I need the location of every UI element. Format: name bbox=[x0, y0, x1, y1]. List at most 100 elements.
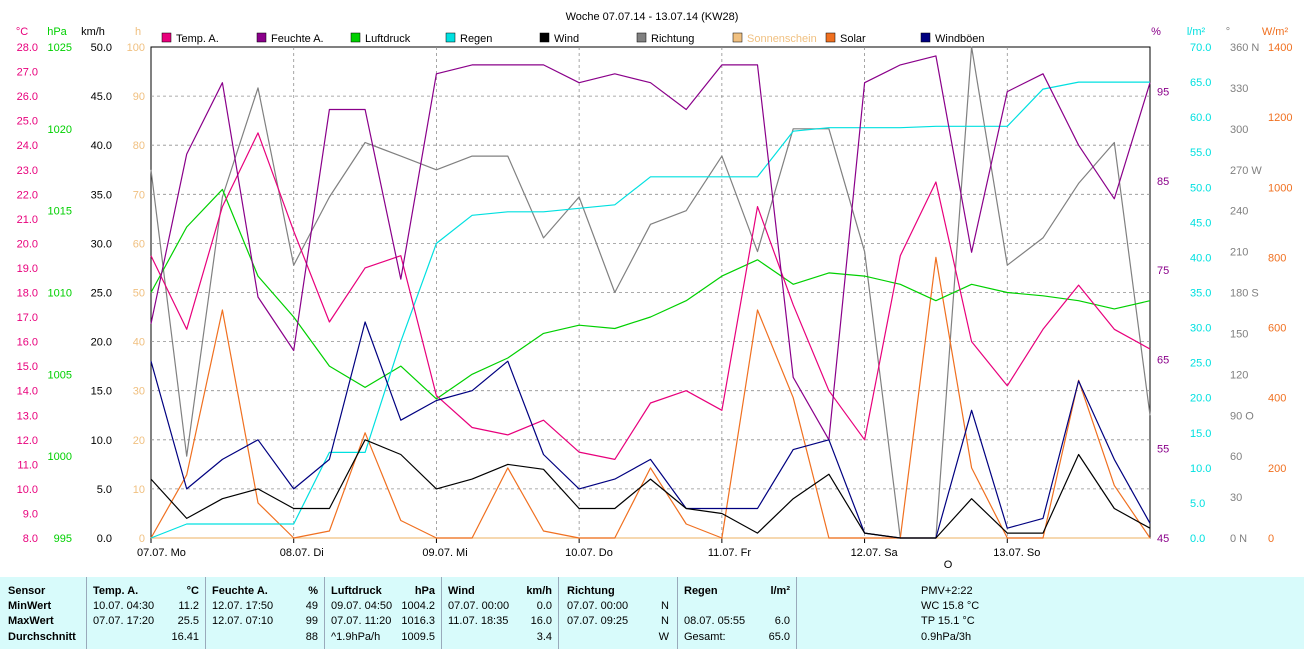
stats-luftdruck-min-time: 09.07. 04:50 bbox=[331, 600, 393, 612]
wind-axis-tick-label: 5.0 bbox=[97, 484, 112, 496]
sunshine-axis-tick-label: 40 bbox=[133, 337, 145, 349]
direction-axis-unit: ° bbox=[1226, 26, 1230, 38]
temp-axis-tick-label: 19.0 bbox=[17, 263, 38, 275]
stats-richtung-avg-value: W bbox=[658, 631, 669, 643]
wind-axis-tick-label: 45.0 bbox=[91, 91, 112, 103]
stats-col-pmv: PMV+2:22 WC 15.8 °C TP 15.1 °C 0.9hPa/3h bbox=[796, 577, 1099, 649]
stats-regen-total-value: 65.0 bbox=[768, 631, 790, 643]
stats-pmv-tp: TP 15.1 °C bbox=[921, 615, 975, 627]
pressure-axis-tick-label: 1020 bbox=[48, 124, 72, 136]
day-label: 08.07. Di bbox=[280, 547, 324, 559]
stats-col-temp: Temp. A. °C 10.07. 04:30 11.2 07.07. 17:… bbox=[86, 577, 205, 649]
solar-axis-tick-label: 400 bbox=[1268, 393, 1286, 405]
stats-unit-feuchte: % bbox=[308, 585, 318, 597]
solar-axis-tick-label: 200 bbox=[1268, 463, 1286, 475]
temp-axis-tick-label: 26.0 bbox=[17, 91, 38, 103]
series-line-richtung bbox=[150, 46, 1151, 539]
stats-label-avg: Durchschnitt bbox=[8, 631, 76, 643]
solar-axis-unit: W/m² bbox=[1262, 26, 1289, 38]
stats-unit-temp: °C bbox=[186, 585, 199, 597]
stats-unit-luftdruck: hPa bbox=[414, 585, 435, 597]
day-label: 10.07. Do bbox=[565, 547, 613, 559]
legend-swatch-solar bbox=[825, 32, 836, 43]
humidity-axis-tick-label: 85 bbox=[1157, 176, 1169, 188]
temp-axis-tick-label: 22.0 bbox=[17, 189, 38, 201]
series-line-regen bbox=[150, 81, 1150, 539]
solar-axis-tick-label: 1200 bbox=[1268, 112, 1292, 124]
rain-axis-tick-label: 50.0 bbox=[1190, 182, 1211, 194]
wind-axis-tick-label: 15.0 bbox=[91, 386, 112, 398]
stats-pmv-header: PMV+2:22 bbox=[921, 585, 973, 597]
legend-swatch-feuchte bbox=[256, 32, 267, 43]
series-line-solar bbox=[150, 256, 1151, 539]
stats-header-feuchte: Feuchte A. bbox=[212, 585, 268, 597]
stats-unit-regen: l/m² bbox=[770, 585, 790, 597]
stats-col-regen: Regen l/m² 08.07. 05:55 6.0 Gesamt: 65.0 bbox=[677, 577, 796, 649]
stats-pmv-trend: 0.9hPa/3h bbox=[921, 631, 972, 643]
temp-axis-tick-label: 16.0 bbox=[17, 337, 38, 349]
direction-axis-tick-label: 90 O bbox=[1230, 410, 1254, 422]
legend-label-wind: Wind bbox=[554, 33, 579, 45]
stats-richtung-min-value: N bbox=[661, 600, 669, 612]
stats-wind-min-value: 0.0 bbox=[536, 600, 552, 612]
stats-richtung-max-time: 07.07. 09:25 bbox=[567, 615, 629, 627]
sunshine-axis-tick-label: 90 bbox=[133, 91, 145, 103]
stats-temp-min-time: 10.07. 04:30 bbox=[93, 600, 155, 612]
solar-axis-tick-label: 600 bbox=[1268, 323, 1286, 335]
sunshine-axis-tick-label: 50 bbox=[133, 288, 145, 300]
sunshine-axis-tick-label: 60 bbox=[133, 238, 145, 250]
humidity-axis-tick-label: 55 bbox=[1157, 444, 1169, 456]
legend-swatch-luftdruck bbox=[350, 32, 361, 43]
stats-header-richtung: Richtung bbox=[567, 585, 615, 597]
series-line-wind bbox=[150, 439, 1151, 539]
legend-swatch-sonnenschein bbox=[732, 32, 743, 43]
stats-label-min: MinWert bbox=[8, 600, 52, 612]
temp-axis-unit: °C bbox=[16, 26, 28, 38]
stats-luftdruck-trend: ^1.9hPa/h bbox=[331, 631, 381, 643]
series-line-luftdruck bbox=[150, 188, 1151, 400]
stats-pmv-wc: WC 15.8 °C bbox=[921, 600, 980, 612]
pressure-axis-unit: hPa bbox=[47, 26, 67, 38]
left-axes: °C 28.0 27.0 26.0 25.0 24.0 23.0 22.0 21.0 20.0 19… bbox=[16, 26, 145, 545]
direction-axis-tick-label: 150 bbox=[1230, 328, 1248, 340]
stats-richtung-min-time: 07.07. 00:00 bbox=[567, 600, 629, 612]
legend-swatch-regen bbox=[445, 32, 456, 43]
legend-label-sonnenschein: Sonnenschein bbox=[747, 33, 817, 45]
direction-axis-tick-label: 210 bbox=[1230, 247, 1248, 259]
direction-axis-tick-label: 120 bbox=[1230, 369, 1248, 381]
rain-axis-tick-label: 35.0 bbox=[1190, 288, 1211, 300]
pressure-axis-tick-label: 1025 bbox=[48, 42, 72, 54]
wind-axis-tick-label: 20.0 bbox=[91, 337, 112, 349]
stats-temp-max-value: 25.5 bbox=[177, 615, 199, 627]
stats-feuchte-max-value: 99 bbox=[305, 615, 318, 627]
direction-axis-tick-label: 60 bbox=[1230, 451, 1242, 463]
legend-label-temp: Temp. A. bbox=[176, 33, 219, 45]
rain-axis-tick-label: 45.0 bbox=[1190, 217, 1211, 229]
temp-axis-tick-label: 18.0 bbox=[17, 288, 38, 300]
wind-axis-tick-label: 10.0 bbox=[91, 435, 112, 447]
solar-axis-tick-label: 1000 bbox=[1268, 182, 1292, 194]
stats-feuchte-min-value: 49 bbox=[305, 600, 318, 612]
legend-label-windboeen: Windböen bbox=[935, 33, 985, 45]
series-line-windb-en bbox=[150, 321, 1151, 539]
stats-luftdruck-max-time: 07.07. 11:20 bbox=[331, 615, 392, 627]
direction-axis-tick-label: 180 S bbox=[1230, 288, 1259, 300]
sunshine-axis-tick-label: 20 bbox=[133, 435, 145, 447]
stats-luftdruck-min-value: 1004.2 bbox=[401, 600, 435, 612]
stats-header-wind: Wind bbox=[448, 585, 475, 597]
direction-axis-tick-label: 30 bbox=[1230, 492, 1242, 504]
day-label: 09.07. Mi bbox=[422, 547, 467, 559]
stats-header-sensor: Sensor bbox=[8, 585, 46, 597]
stats-richtung-max-value: N bbox=[661, 615, 669, 627]
humidity-axis-tick-label: 95 bbox=[1157, 87, 1169, 99]
stats-regen-max-time: 08.07. 05:55 bbox=[684, 615, 746, 627]
stats-luftdruck-max-value: 1016.3 bbox=[401, 615, 435, 627]
stats-col-luftdruck: Luftdruck hPa 09.07. 04:50 1004.2 07.07.… bbox=[324, 577, 441, 649]
humidity-axis-tick-label: 45 bbox=[1157, 533, 1169, 545]
direction-axis-tick-label: 360 N bbox=[1230, 42, 1259, 54]
temp-axis-tick-label: 27.0 bbox=[17, 67, 38, 79]
rain-axis-tick-label: 30.0 bbox=[1190, 323, 1211, 335]
legend-swatch-temp bbox=[161, 32, 172, 43]
stats-label-max: MaxWert bbox=[8, 615, 54, 627]
rain-axis-tick-label: 25.0 bbox=[1190, 358, 1211, 370]
